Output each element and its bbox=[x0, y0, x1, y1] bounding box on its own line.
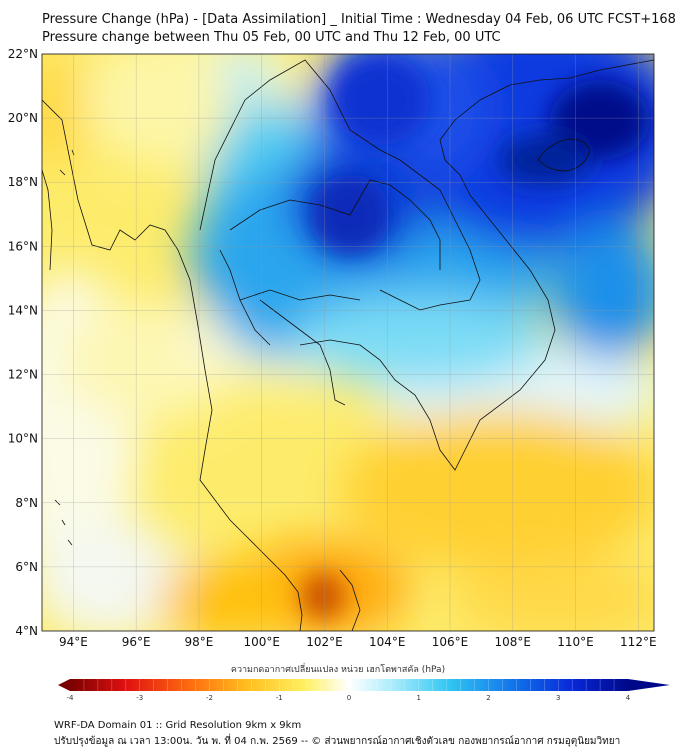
longitude-label: 110°E bbox=[557, 635, 594, 649]
longitude-label: 100°E bbox=[243, 635, 280, 649]
colorbar: -4 -3 -2 -1 0 1 2 3 4 bbox=[58, 679, 670, 702]
longitude-label: 94°E bbox=[59, 635, 88, 649]
latitude-label: 6°N bbox=[15, 560, 38, 574]
colorbar-tick-label: 1 bbox=[417, 694, 421, 702]
latitude-label: 16°N bbox=[8, 239, 38, 253]
colorbar-gradient bbox=[70, 679, 628, 691]
latitude-label: 4°N bbox=[15, 624, 38, 638]
longitude-label: 112°E bbox=[620, 635, 657, 649]
map-title: Pressure Change (hPa) - [Data Assimilati… bbox=[42, 12, 676, 27]
colorbar-tick-label: -2 bbox=[206, 694, 213, 702]
colorbar-tick-label: 2 bbox=[486, 694, 490, 702]
colorbar-ticks: -4 -3 -2 -1 0 1 2 3 4 bbox=[67, 694, 631, 702]
colorbar-tick-label: -4 bbox=[67, 694, 75, 702]
colorbar-tick-label: 0 bbox=[347, 694, 351, 702]
latitude-label: 18°N bbox=[8, 175, 38, 189]
footer-model-info: WRF-DA Domain 01 :: Grid Resolution 9km … bbox=[54, 720, 302, 731]
latitude-label: 10°N bbox=[8, 432, 38, 446]
longitude-label: 104°E bbox=[369, 635, 406, 649]
longitude-label: 106°E bbox=[432, 635, 469, 649]
latitude-label: 8°N bbox=[15, 496, 38, 510]
coastlines-borders bbox=[42, 59, 654, 631]
colorbar-tick-label: 4 bbox=[626, 694, 631, 702]
colorbar-extend-low bbox=[58, 679, 70, 691]
map-frame bbox=[41, 53, 655, 632]
pressure-field bbox=[42, 54, 654, 631]
latitude-labels: 4°N 6°N 8°N 10°N 12°N 14°N 16°N 18°N 20°N 22°N bbox=[8, 47, 38, 638]
map-subtitle: Pressure change between Thu 05 Feb, 00 U… bbox=[42, 30, 501, 45]
colorbar-extend-high bbox=[628, 679, 670, 691]
footer-credit: ปรับปรุงข้อมูล ณ เวลา 13:00น. วัน พ. ที่… bbox=[54, 736, 621, 747]
longitude-label: 108°E bbox=[495, 635, 532, 649]
latitude-label: 20°N bbox=[8, 111, 38, 125]
longitude-label: 102°E bbox=[306, 635, 343, 649]
latitude-label: 14°N bbox=[8, 303, 38, 317]
latitude-label: 12°N bbox=[8, 368, 38, 382]
longitude-label: 98°E bbox=[184, 635, 213, 649]
latitude-label: 22°N bbox=[8, 47, 38, 61]
longitude-label: 96°E bbox=[122, 635, 151, 649]
graticule bbox=[42, 54, 654, 631]
colorbar-tick-label: -1 bbox=[276, 694, 283, 702]
longitude-labels: 94°E 96°E 98°E 100°E 102°E 104°E 106°E 108°E 110… bbox=[59, 635, 657, 649]
colorbar-tick-label: -3 bbox=[136, 694, 143, 702]
colorbar-tick-label: 3 bbox=[556, 694, 560, 702]
colorbar-title: ความกดอากาศเปลี่ยนแปลง หน่วย เฮกโตพาสคัล… bbox=[230, 665, 446, 675]
